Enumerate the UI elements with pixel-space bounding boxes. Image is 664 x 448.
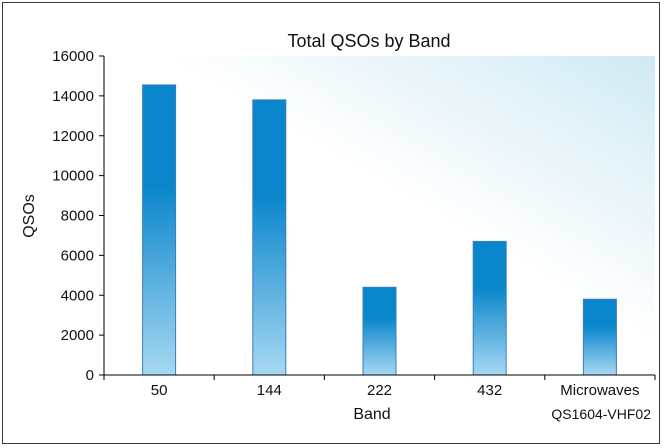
bar-50 (142, 84, 177, 376)
x-tick-label: 144 (257, 382, 282, 399)
bar-144 (252, 99, 287, 376)
x-tick-label: 222 (367, 382, 392, 399)
x-tick-label: 432 (477, 382, 502, 399)
bar-222 (362, 286, 397, 376)
bar-microwaves (582, 298, 617, 376)
x-axis-label: Band (353, 406, 390, 423)
y-tick-label: 0 (86, 367, 94, 384)
chart-title: Total QSOs by Band (287, 31, 450, 51)
figure-credit: QS1604-VHF02 (551, 406, 651, 422)
y-tick-labels: 0 2000 4000 6000 8000 10000 12000 14000 16000 (52, 48, 94, 384)
bars-group (142, 84, 617, 376)
x-tick-label: 50 (151, 382, 168, 399)
bar-chart: 0 2000 4000 6000 8000 10000 12000 14000 16000 50… (21, 31, 656, 423)
axes-group (99, 55, 656, 380)
y-axis-label: QSOs (21, 194, 38, 238)
x-tick-label: Microwaves (560, 382, 639, 399)
y-tick-label: 12000 (52, 128, 94, 145)
y-tick-label: 4000 (61, 287, 94, 304)
x-tick-labels: 50 144 222 432 Microwaves (151, 382, 640, 399)
y-tick-label: 10000 (52, 168, 94, 185)
y-tick-label: 16000 (52, 48, 94, 65)
y-tick-label: 2000 (61, 327, 94, 344)
y-tick-label: 6000 (61, 247, 94, 264)
y-tick-label: 8000 (61, 208, 94, 225)
chart-frame: 0 2000 4000 6000 8000 10000 12000 14000 16000 50… (2, 2, 660, 444)
y-tick-label: 14000 (52, 88, 94, 105)
bar-432 (472, 240, 507, 376)
